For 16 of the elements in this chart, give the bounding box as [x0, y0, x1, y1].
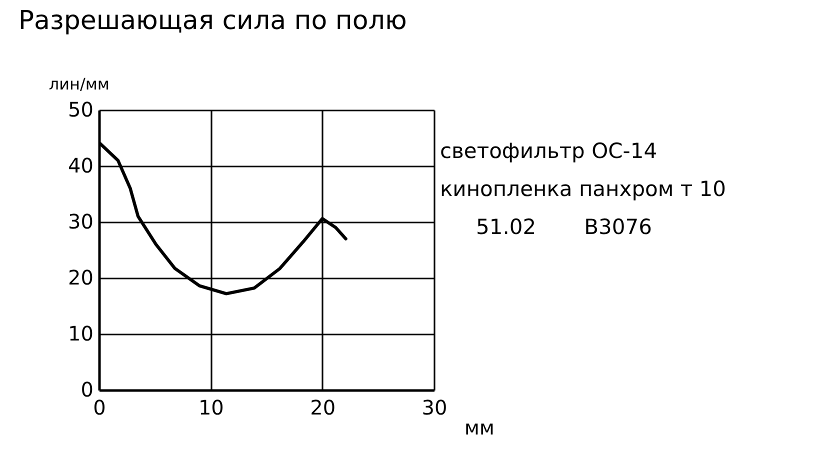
y-tick-label: 30: [68, 210, 94, 234]
x-tick-label: 10: [198, 396, 224, 420]
text: 51.02: [476, 215, 536, 239]
y-axis-title: лин/мм: [48, 74, 110, 94]
text: кинопленка панхром т 10: [440, 176, 726, 203]
x-tick-label: 30: [422, 396, 448, 420]
y-tick-label: 20: [68, 266, 94, 290]
x-tick-label: 20: [310, 396, 336, 420]
y-tick-label: 50: [68, 98, 94, 122]
text: В3076: [584, 215, 652, 239]
y-tick-label: 40: [68, 154, 94, 178]
y-tick-label: 10: [68, 322, 94, 346]
chart-title: Разрешающая сила по полю: [18, 6, 407, 36]
y-tick-label: 0: [80, 378, 94, 402]
text: светофильтр ОС-14: [440, 138, 658, 165]
x-axis-title: мм: [464, 416, 494, 440]
